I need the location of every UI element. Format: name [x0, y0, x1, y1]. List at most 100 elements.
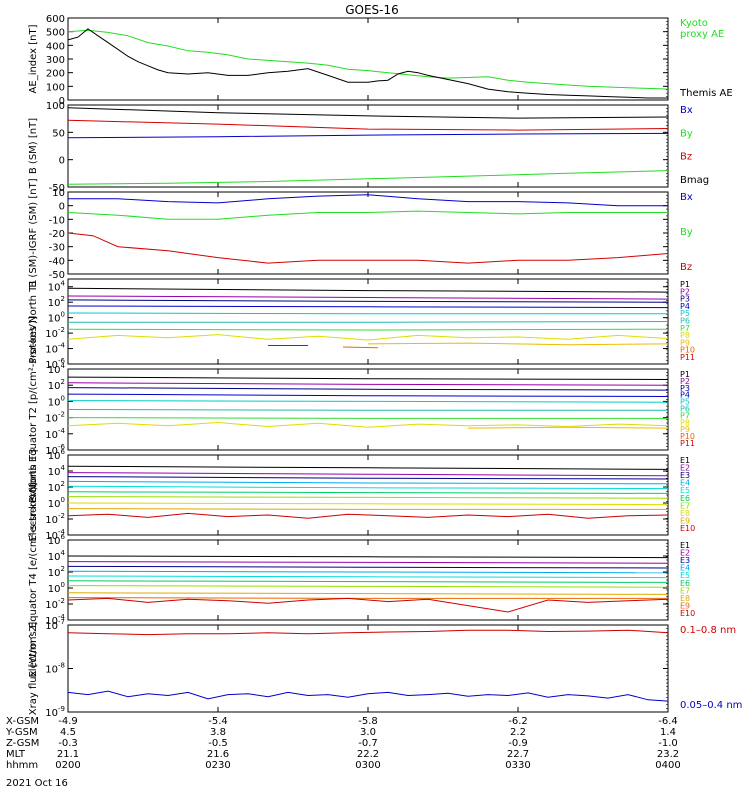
- series-line-e4: [67, 570, 669, 574]
- y-tick-label: 104: [48, 549, 66, 563]
- legend-label: P9: [680, 338, 690, 347]
- y-tick-label: 100: [46, 82, 65, 93]
- panel-6: 106 104 102 100 10-2 10-4 Electrons North T3 E1…: [28, 448, 695, 542]
- legend-label: P2: [680, 377, 690, 386]
- x-tick-value: -0.9: [508, 738, 528, 749]
- y-tick-label: 400: [46, 41, 65, 52]
- legend-label: P9: [680, 425, 690, 434]
- x-tick-value: 3.0: [360, 727, 376, 738]
- series-line-e1: [67, 465, 669, 470]
- y-tick-label: -30: [49, 243, 65, 254]
- y-tick-label: 102: [48, 480, 65, 494]
- legend-label: E3: [680, 471, 690, 480]
- panel-frame: [67, 539, 669, 621]
- y-tick-label: 10-4: [45, 528, 65, 542]
- y-tick-label: 10-4: [45, 342, 65, 356]
- x-tick-value: 2.2: [510, 727, 526, 738]
- y-axis-label: Xray flux [W/m^2]: [28, 622, 39, 716]
- y-tick-label: 10-7: [45, 618, 65, 632]
- y-tick-label: -10: [49, 215, 65, 226]
- legend-label: Bmag: [680, 175, 709, 186]
- legend-label: Kyoto: [680, 18, 708, 29]
- y-axis-label: B (SM)-IGRF (SM) [nT]: [28, 178, 39, 287]
- series-line-p1: [67, 287, 669, 293]
- y-axis-label: Electrons North T3: [28, 448, 39, 541]
- series-line-p3: [67, 387, 669, 391]
- x-tick-value: 0300: [355, 760, 380, 771]
- legend-label: P3: [680, 384, 690, 393]
- y-tick-label: -40: [49, 256, 65, 267]
- y-tick-label: 300: [46, 55, 65, 66]
- legend-label: Themis AE: [679, 88, 733, 99]
- legend-label: E2: [680, 549, 690, 558]
- series-line-p2: [67, 295, 669, 300]
- y-tick-label: 100: [48, 311, 65, 325]
- legend-label: E9: [680, 516, 690, 525]
- series-line-e5: [67, 575, 669, 579]
- x-tick-value: -6.2: [508, 716, 528, 727]
- series-line-p1: [67, 376, 669, 380]
- y-axis-label: Electrons Equator T4 [e/(cm²-s-sr-keV)]: [28, 482, 39, 677]
- y-tick-label: 104: [48, 362, 66, 376]
- x-tick-value: -6.4: [658, 716, 678, 727]
- panel-frame: [67, 624, 669, 713]
- y-tick-label: 106: [48, 533, 66, 547]
- x-row-label: Y-GSM: [5, 727, 38, 738]
- y-tick-label: 10-6: [45, 443, 65, 457]
- x-tick-value: 3.8: [210, 727, 226, 738]
- y-tick-label: 10-2: [45, 512, 65, 526]
- x-row-label: MLT: [6, 749, 26, 760]
- legend-label: P4: [680, 302, 690, 311]
- series-line-e6: [67, 580, 669, 583]
- y-tick-label: -50: [49, 270, 65, 281]
- series-line-e7: [67, 585, 669, 588]
- series-line-e1: [67, 555, 669, 559]
- x-row-label: Z-GSM: [6, 738, 39, 749]
- x-tick-value: 1.4: [660, 727, 676, 738]
- panel-2: 100 50 0 -50 B (SM) [nT] Bx By Bz Bmag: [28, 101, 709, 194]
- series-line-p9: [467, 426, 669, 429]
- date-label: 2021 Oct 16: [6, 778, 68, 789]
- legend-label: P7: [680, 411, 690, 420]
- legend-label: E3: [680, 556, 690, 565]
- series-line-0-05-0-4-nm: [67, 690, 669, 702]
- legend-label: E8: [680, 509, 690, 518]
- legend-label: E7: [680, 586, 690, 595]
- legend-label: P1: [680, 370, 690, 379]
- y-tick-label: 102: [48, 295, 65, 309]
- x-tick-value: 0230: [205, 760, 230, 771]
- legend-label: 0.1–0.8 nm: [680, 625, 736, 636]
- x-tick-value: -0.5: [208, 738, 228, 749]
- panel-1: 600 500 400 300 200 100 0 AE_index [nT] Kyotopro…: [28, 14, 733, 107]
- x-tick-value: 22.7: [507, 749, 529, 760]
- x-tick-value: -5.4: [208, 716, 228, 727]
- series-line-e3: [67, 565, 669, 569]
- x-row-label: X-GSM: [6, 716, 39, 727]
- series-line-e9: [67, 597, 668, 599]
- series-line-p6: [68, 321, 669, 323]
- y-tick-label: 10-9: [45, 705, 65, 719]
- series-line-p7: [67, 417, 668, 419]
- x-tick-value: 21.1: [57, 749, 79, 760]
- y-tick-label: 10-6: [45, 357, 65, 371]
- y-tick-label: 200: [46, 69, 65, 80]
- x-tick-value: -5.8: [358, 716, 378, 727]
- series-line-bz: [67, 119, 669, 131]
- legend-label: P5: [680, 309, 690, 318]
- legend-label: Bx: [680, 192, 693, 203]
- x-tick-value: -0.7: [358, 738, 378, 749]
- y-tick-label: 10-4: [45, 613, 65, 627]
- y-tick-label: 100: [46, 101, 65, 112]
- legend-label: By: [680, 128, 693, 139]
- series-line-p4: [67, 305, 669, 309]
- y-tick-label: 10-2: [45, 597, 65, 611]
- x-tick-value: 0330: [505, 760, 530, 771]
- legend-label: P6: [680, 405, 690, 414]
- legend-label: P6: [680, 317, 690, 326]
- series-line-bz: [67, 232, 669, 264]
- legend-label: P8: [680, 331, 690, 340]
- legend-label: P10: [680, 432, 695, 441]
- y-tick-label: 10-2: [45, 411, 65, 425]
- y-tick-label: -50: [49, 183, 65, 194]
